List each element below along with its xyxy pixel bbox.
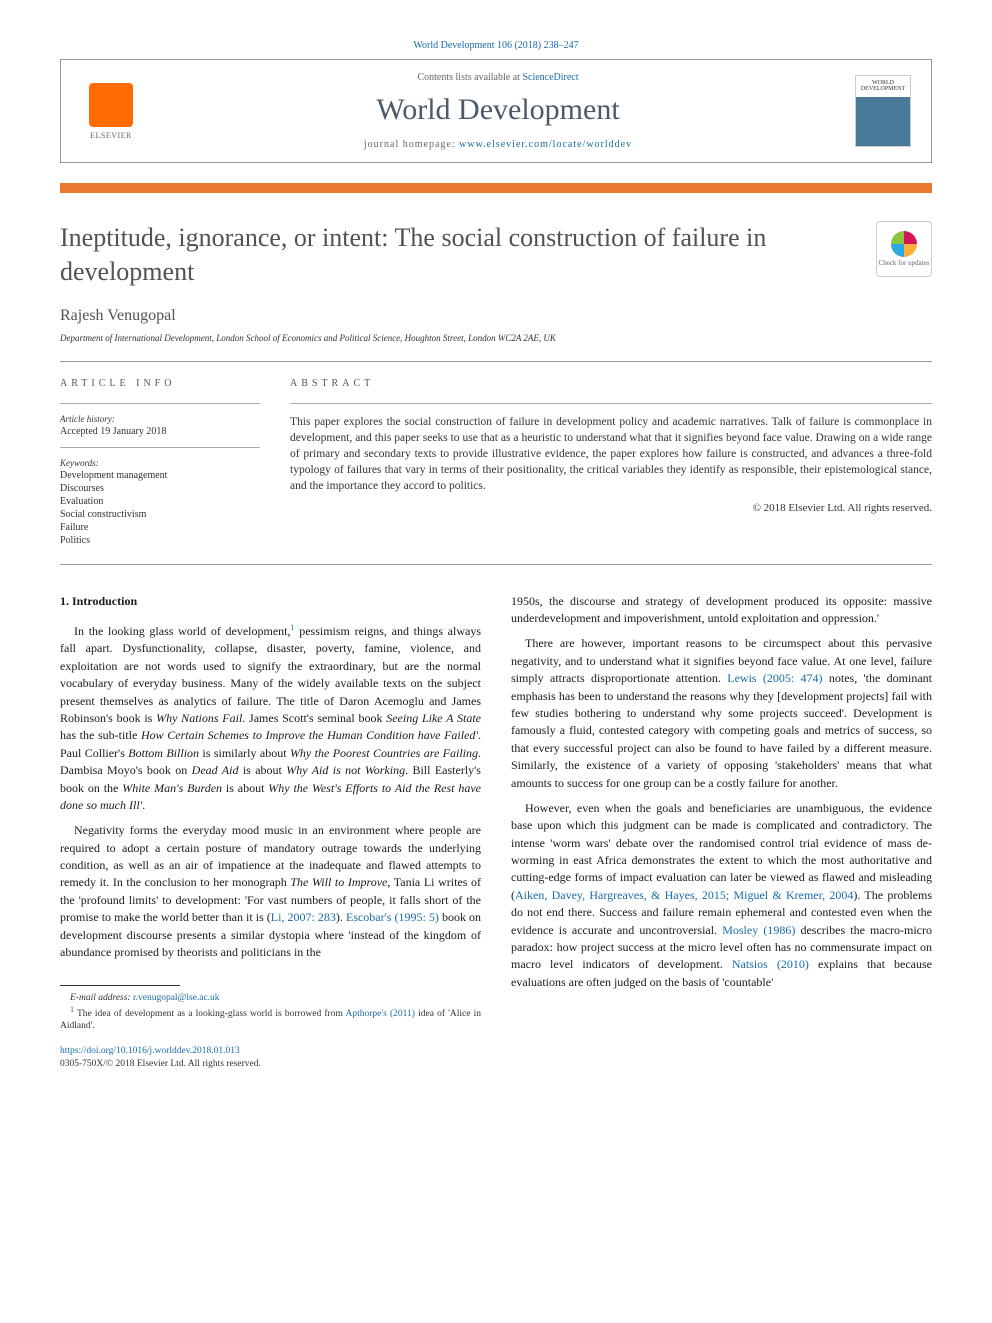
cite-lewis-2005[interactable]: Lewis (2005: 474) <box>727 671 822 685</box>
contents-prefix: Contents lists available at <box>417 72 522 83</box>
paragraph-4: There are however, important reasons to … <box>511 635 932 792</box>
orange-divider-bar <box>60 183 932 193</box>
right-column: 1950s, the discourse and strategy of dev… <box>511 593 932 1073</box>
crossmark-icon <box>891 231 917 257</box>
author-affiliation: Department of International Development,… <box>60 333 932 343</box>
keyword: Evaluation <box>60 496 260 507</box>
issn-copyright: 0305-750X/© 2018 Elsevier Ltd. All right… <box>60 1058 481 1072</box>
journal-header: ELSEVIER Contents lists available at Sci… <box>60 59 932 163</box>
abstract-text: This paper explores the social construct… <box>290 414 932 494</box>
homepage-link[interactable]: www.elsevier.com/locate/worlddev <box>459 139 632 150</box>
cite-li-2007[interactable]: Li, 2007: 283 <box>271 910 336 924</box>
crossmark-badge[interactable]: Check for updates <box>876 221 932 277</box>
contents-available: Contents lists available at ScienceDirec… <box>141 72 855 83</box>
paragraph-3: 1950s, the discourse and strategy of dev… <box>511 593 932 628</box>
keyword: Discourses <box>60 483 260 494</box>
keywords-label: Keywords: <box>60 458 260 468</box>
left-column: 1. Introduction In the looking glass wor… <box>60 593 481 1073</box>
elsevier-tree-icon <box>89 83 133 127</box>
author-name: Rajesh Venugopal <box>60 307 932 325</box>
abstract-divider <box>290 403 932 404</box>
keyword: Politics <box>60 535 260 546</box>
paragraph-5: However, even when the goals and benefic… <box>511 800 932 991</box>
doi-link[interactable]: https://doi.org/10.1016/j.worlddev.2018.… <box>60 1045 481 1059</box>
article-title: Ineptitude, ignorance, or intent: The so… <box>60 221 856 289</box>
article-info-block: ARTICLE INFO Article history: Accepted 1… <box>60 378 260 548</box>
keyword: Development management <box>60 470 260 481</box>
cite-apthorpe-2011[interactable]: Apthorpe's (2011) <box>346 1009 415 1019</box>
homepage-line: journal homepage: www.elsevier.com/locat… <box>141 139 855 150</box>
keyword: Failure <box>60 522 260 533</box>
info-divider-2 <box>60 447 260 448</box>
citation-line: World Development 106 (2018) 238–247 <box>60 40 932 51</box>
history-label: Article history: <box>60 414 260 424</box>
paragraph-2: Negativity forms the everyday mood music… <box>60 822 481 961</box>
paragraph-1: In the looking glass world of developmen… <box>60 622 481 814</box>
elsevier-label: ELSEVIER <box>90 131 132 140</box>
abstract-copyright: © 2018 Elsevier Ltd. All rights reserved… <box>290 502 932 514</box>
abstract-block: ABSTRACT This paper explores the social … <box>290 378 932 548</box>
journal-cover-thumbnail: WORLD DEVELOPMENT <box>855 75 911 147</box>
bottom-abstract-divider <box>60 564 932 565</box>
sciencedirect-link[interactable]: ScienceDirect <box>522 72 578 83</box>
crossmark-label: Check for updates <box>879 259 930 267</box>
elsevier-logo: ELSEVIER <box>81 76 141 146</box>
footnote-divider <box>60 985 180 986</box>
article-info-heading: ARTICLE INFO <box>60 378 260 389</box>
footnote-1: 1 The idea of development as a looking-g… <box>60 1005 481 1033</box>
cite-escobar-1995[interactable]: Escobar's (1995: 5) <box>346 910 439 924</box>
footnote-email: E-mail address: r.venugopal@lse.ac.uk <box>60 992 481 1004</box>
journal-name: World Development <box>141 93 855 127</box>
cite-natsios-2010[interactable]: Natsios (2010) <box>732 957 809 971</box>
homepage-prefix: journal homepage: <box>364 139 459 150</box>
keyword: Social constructivism <box>60 509 260 520</box>
body-two-column: 1. Introduction In the looking glass wor… <box>60 593 932 1073</box>
email-link[interactable]: r.venugopal@lse.ac.uk <box>133 993 220 1003</box>
info-divider-1 <box>60 403 260 404</box>
abstract-heading: ABSTRACT <box>290 378 932 389</box>
section-1-heading: 1. Introduction <box>60 593 481 610</box>
accepted-date: Accepted 19 January 2018 <box>60 426 260 437</box>
cite-aiken-2015[interactable]: Aiken, Davey, Hargreaves, & Hayes, 2015;… <box>515 888 853 902</box>
cite-mosley-1986[interactable]: Mosley (1986) <box>722 923 795 937</box>
